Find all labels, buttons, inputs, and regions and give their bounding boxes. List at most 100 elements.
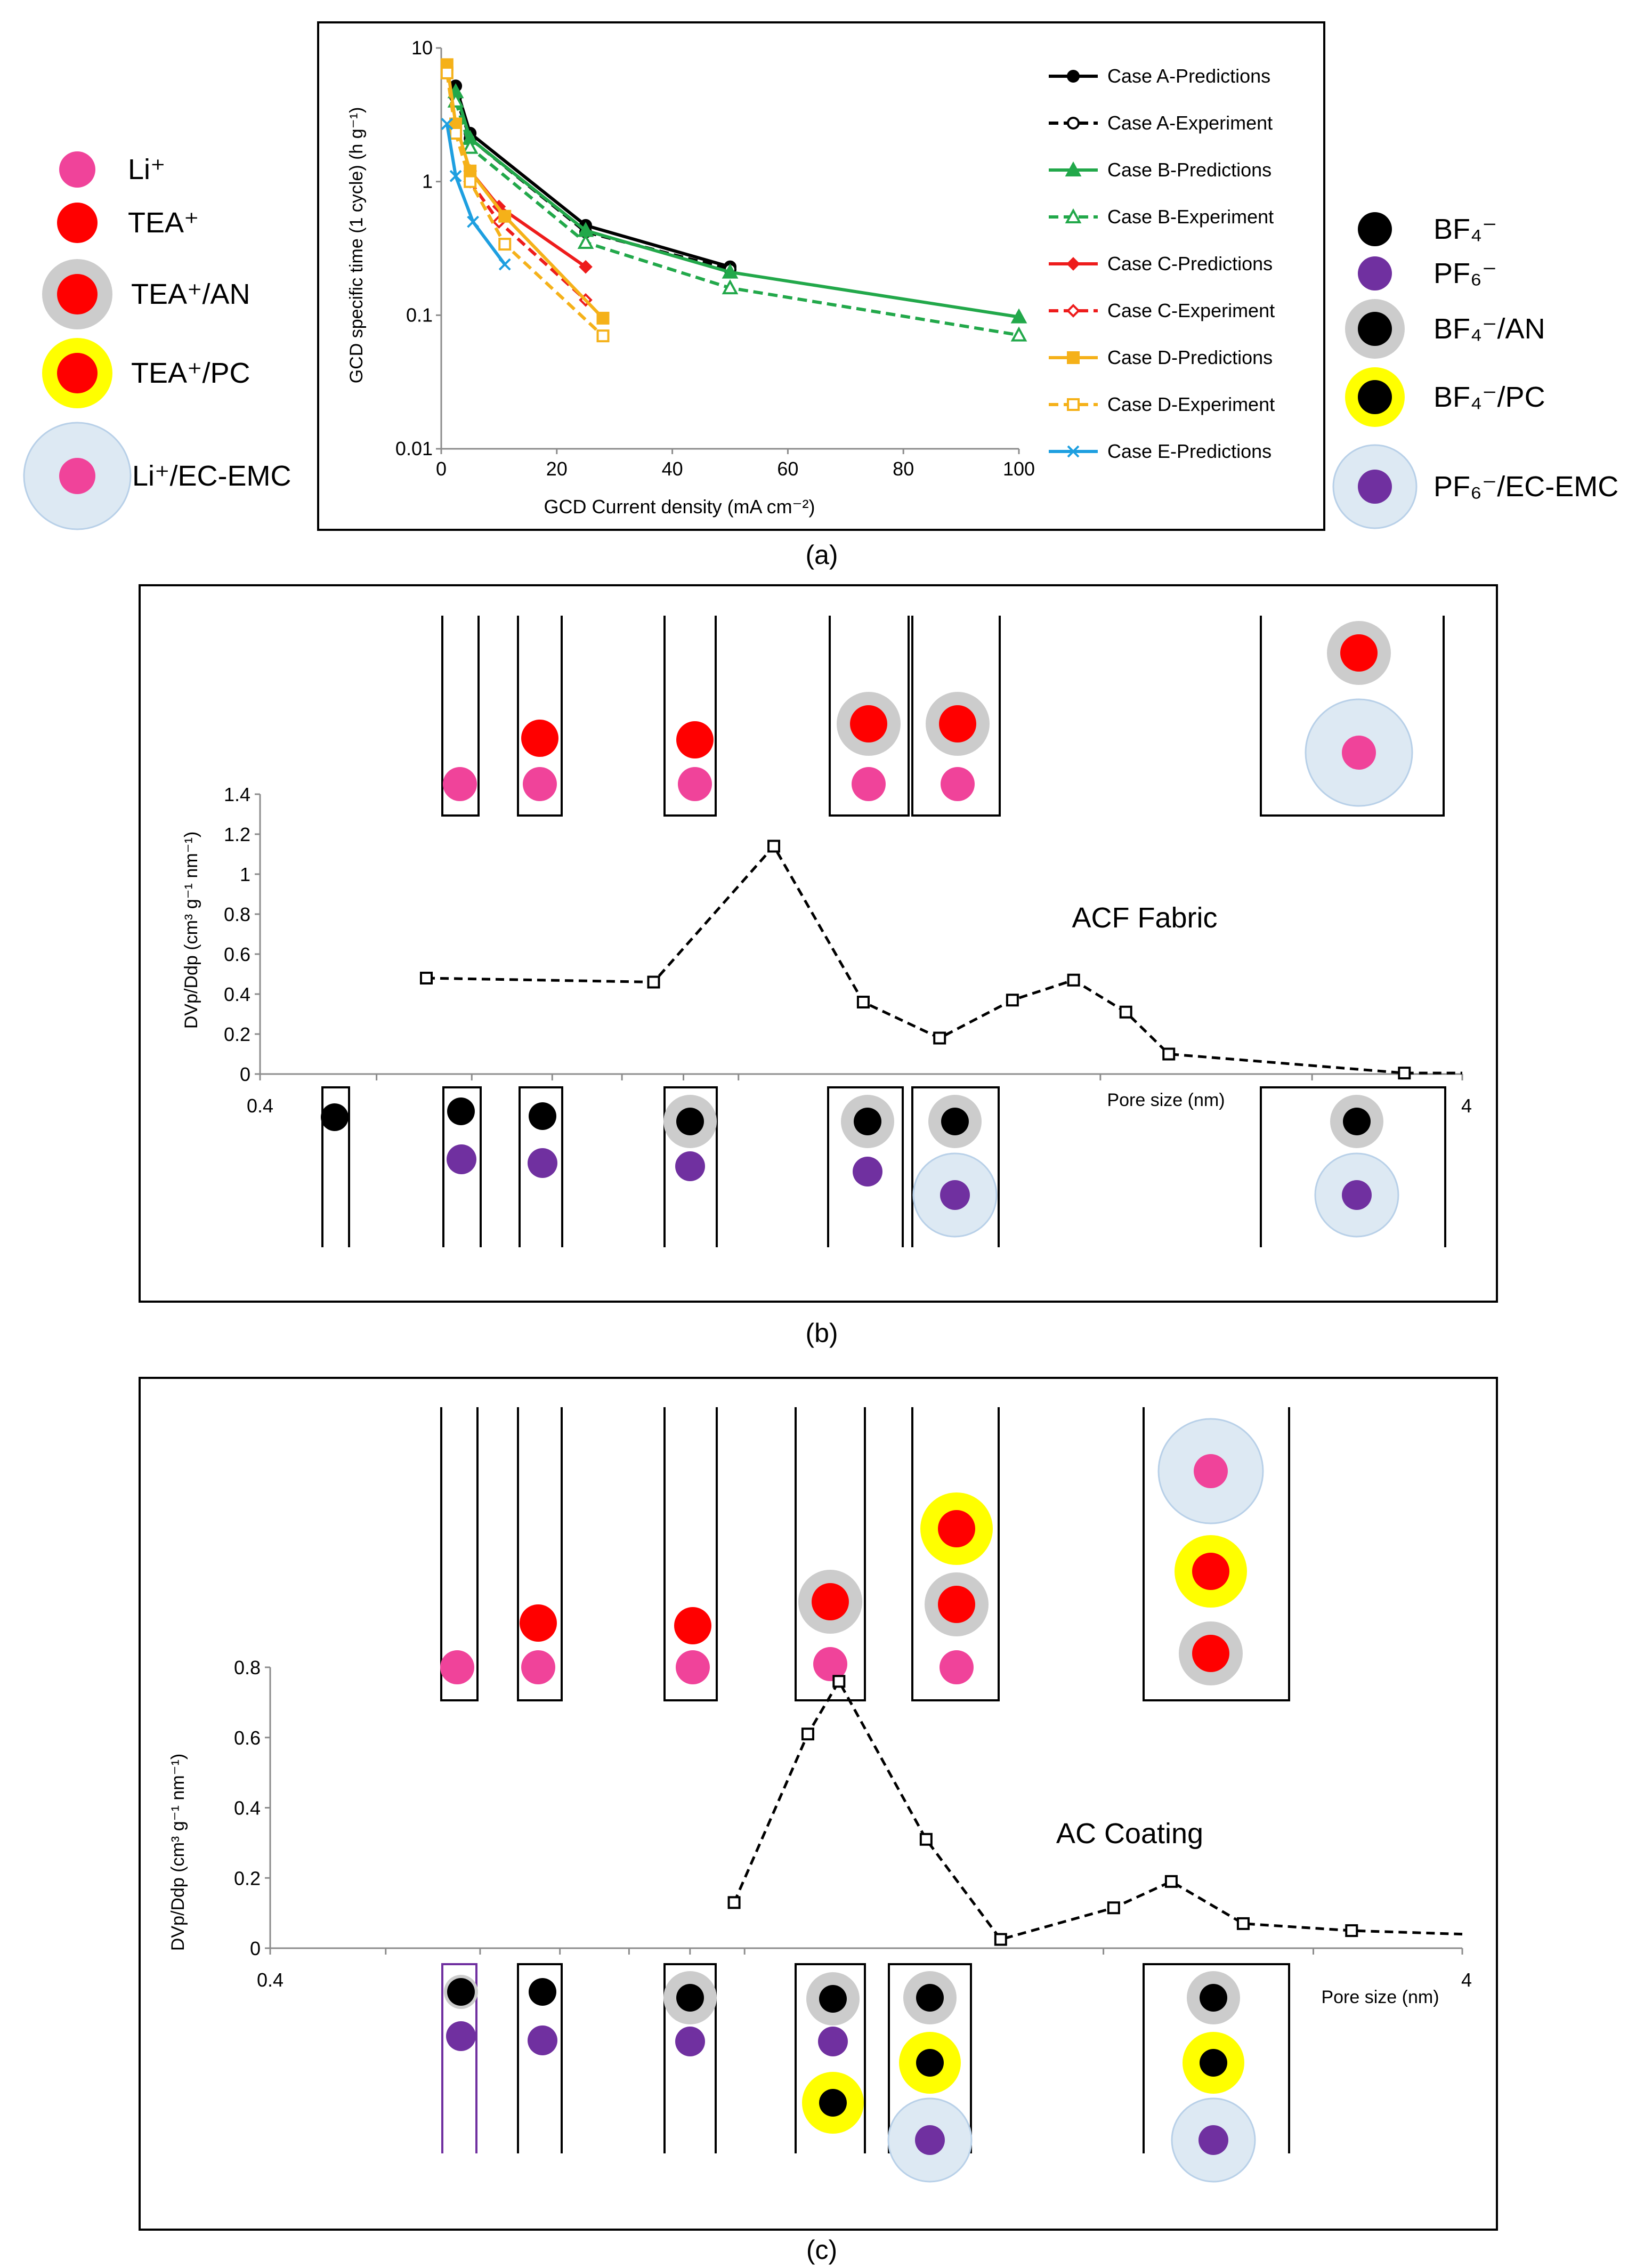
ion-li — [852, 767, 886, 801]
pore-wall — [1143, 1407, 1290, 1701]
x-tick-label: 40 — [662, 458, 683, 480]
pore-wall — [795, 1407, 866, 1701]
data-point — [1164, 1875, 1178, 1888]
chart-a-xlabel: GCD Current density (mA cm⁻²) — [544, 496, 815, 518]
ion-bf4-an — [1345, 299, 1405, 359]
data-point — [577, 233, 594, 249]
marker-stroke — [1067, 445, 1080, 458]
panel-c-frame — [139, 1377, 1498, 2231]
ion-core — [940, 1650, 974, 1684]
legend-label: Case D-Predictions — [1107, 346, 1273, 368]
data-point — [596, 311, 610, 325]
ion-core — [321, 1103, 349, 1131]
ion-pf6 — [1358, 256, 1392, 290]
legend-anion-label: BF₄⁻/AN — [1434, 313, 1545, 345]
pore-wall — [441, 1963, 477, 2153]
data-point — [461, 139, 479, 154]
ion-core — [1358, 470, 1392, 504]
legend-label: Case C-Predictions — [1107, 253, 1273, 275]
ion-core — [529, 1978, 556, 2006]
pore-diagram-c — [440, 1407, 1290, 2183]
ion-core — [812, 1583, 849, 1620]
ion-core — [819, 1985, 847, 2013]
data-point — [767, 840, 781, 853]
data-point — [1107, 1901, 1120, 1915]
ion-pf6 — [675, 2027, 705, 2056]
ion-core — [1358, 212, 1392, 246]
ion-core — [916, 1984, 944, 2012]
series-line — [445, 64, 604, 319]
data-point — [1236, 1917, 1250, 1930]
ion-li — [941, 767, 975, 801]
ion-core — [57, 274, 98, 314]
ion-core — [521, 720, 558, 757]
ion-core — [1192, 1553, 1229, 1590]
y-tick-label: 0.8 — [224, 903, 250, 925]
legend-label: Case B-Predictions — [1107, 159, 1272, 181]
ion-bf4-an — [663, 1095, 717, 1148]
pore-wall — [1143, 1963, 1290, 2153]
y-tick-label: 1.2 — [224, 824, 250, 845]
ion-core — [520, 1604, 557, 1642]
pore-wall — [1260, 616, 1445, 817]
pore-wall — [441, 616, 480, 817]
legend-label: Case E-Predictions — [1107, 440, 1272, 462]
y-tick-label: 0 — [240, 1063, 250, 1085]
legend-anions: BF₄⁻ PF₆⁻ BF₄⁻/AN BF₄⁻/PC PF₆⁻/EC-EMC — [1332, 212, 1618, 529]
y-tick-label: 1 — [240, 863, 250, 885]
data-point — [1066, 304, 1080, 318]
ion-core — [819, 2089, 847, 2117]
data-point — [727, 1896, 741, 1909]
ion-li — [440, 1650, 474, 1684]
pore-wall — [911, 1407, 1000, 1701]
ion-bf4-an — [903, 1971, 957, 2024]
ion-bf4-an — [928, 1095, 982, 1148]
ion-core — [915, 2125, 945, 2155]
marker-stroke — [449, 170, 462, 182]
data-point — [467, 215, 480, 228]
pore-diagram-b — [321, 616, 1446, 1247]
ion-core — [1343, 1108, 1371, 1135]
ion-bf4-an — [1187, 1971, 1240, 2024]
chart-b-title: ACF Fabric — [1072, 902, 1217, 934]
y-tick-label: 0.1 — [406, 304, 433, 326]
marker-stroke — [498, 258, 511, 271]
data-point — [1345, 1924, 1358, 1938]
marker-stroke — [441, 118, 453, 130]
data-point — [1067, 351, 1080, 364]
ion-bf4 — [321, 1103, 349, 1131]
pore-wall — [321, 1086, 350, 1247]
data-point — [579, 260, 593, 274]
data-point — [722, 279, 739, 295]
ion-li — [443, 767, 477, 801]
series-line — [454, 100, 1019, 337]
legend-label: Case C-Experiment — [1107, 300, 1275, 321]
ion-tea-an — [1327, 621, 1391, 685]
y-tick-label: 0.8 — [234, 1657, 261, 1678]
data-point — [1067, 973, 1080, 987]
ion-tea — [57, 203, 98, 243]
ion-pf6-ec — [912, 1152, 998, 1238]
x-tick-label: 20 — [546, 458, 568, 480]
ion-tea-an — [798, 1570, 862, 1634]
x-tick-label: 100 — [1003, 458, 1035, 480]
chart-c-title: AC Coating — [1056, 1818, 1203, 1850]
data-point — [1067, 117, 1080, 130]
panel-a-frame — [317, 21, 1325, 531]
data-point — [440, 66, 453, 79]
ion-core — [675, 2027, 705, 2056]
ion-pf6-ec — [1332, 444, 1418, 529]
ion-tea-pc — [920, 1492, 993, 1565]
data-point — [449, 170, 462, 182]
data-point — [1006, 994, 1019, 1007]
ion-bf4-pc — [1345, 367, 1405, 427]
pore-wall — [663, 616, 717, 817]
data-point — [1065, 161, 1082, 176]
legend-cation-label: TEA⁺/PC — [131, 357, 250, 389]
data-point — [1067, 398, 1080, 411]
panel-label-a: (a) — [805, 540, 838, 570]
data-point — [1067, 70, 1080, 83]
data-point — [1065, 208, 1082, 223]
ion-pf6-ec — [887, 2097, 973, 2183]
